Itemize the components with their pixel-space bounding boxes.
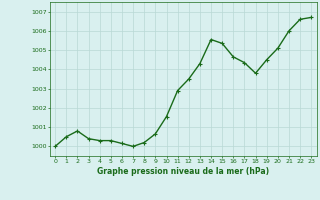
X-axis label: Graphe pression niveau de la mer (hPa): Graphe pression niveau de la mer (hPa) bbox=[97, 167, 269, 176]
